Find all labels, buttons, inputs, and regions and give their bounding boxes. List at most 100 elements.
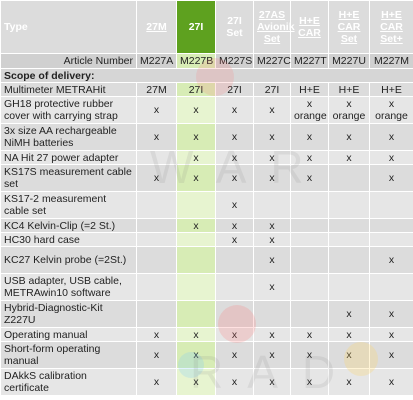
delivery-row: NA Hit 27 power adapter x x x x x x — [0, 150, 413, 165]
delivery-cell: x — [290, 123, 329, 151]
delivery-cell — [136, 273, 177, 301]
delivery-cell: x — [215, 164, 254, 192]
delivery-cell: x — [253, 232, 291, 247]
delivery-cell: x — [253, 273, 291, 301]
delivery-cell — [176, 273, 216, 301]
delivery-cell: x — [215, 341, 254, 369]
delivery-item-label: Short-form operating manual — [0, 341, 137, 369]
article-number-row: Article Number M227A M227B M227S M227C M… — [0, 53, 413, 69]
delivery-cell: x — [290, 368, 329, 396]
delivery-item-label: HC30 hard case — [0, 232, 137, 247]
col-header-m227c[interactable]: 27AS Avionik Set — [253, 0, 295, 54]
delivery-cell: H+E — [290, 82, 329, 97]
delivery-cell — [136, 150, 177, 165]
delivery-row: Multimeter METRAHit 27M 27I 27I 27I H+E H+E H+E — [0, 82, 413, 97]
delivery-row: KC4 Kelvin-Clip (=2 St.) x x x — [0, 218, 413, 233]
delivery-cell — [136, 218, 177, 233]
delivery-cell: x — [369, 123, 413, 151]
delivery-item-label: 3x size AA rechargeable NiMH batteries — [0, 123, 137, 151]
delivery-cell — [290, 232, 329, 247]
delivery-cell — [136, 191, 177, 219]
col-link-27m[interactable]: 27M — [146, 21, 167, 33]
delivery-row: USB adapter, USB cable, METRAwin10 softw… — [0, 273, 413, 301]
delivery-cell: x — [328, 300, 370, 328]
col-link-he-car-set[interactable]: H+E CAR Set — [337, 9, 361, 45]
delivery-cell: x orange — [290, 96, 329, 124]
delivery-cell: x — [328, 341, 370, 369]
delivery-cell: x orange — [328, 96, 370, 124]
delivery-cell: x — [215, 123, 254, 151]
delivery-cell — [176, 232, 216, 247]
delivery-cell: x — [136, 96, 177, 124]
delivery-cell: x — [215, 232, 254, 247]
col-link-he-car[interactable]: H+E CAR — [298, 15, 321, 39]
delivery-cell — [328, 273, 370, 301]
delivery-cell: 27I — [253, 82, 291, 97]
delivery-cell: x — [176, 123, 216, 151]
delivery-cell — [290, 300, 329, 328]
delivery-cell: x — [215, 218, 254, 233]
delivery-cell: x — [136, 368, 177, 396]
delivery-cell — [369, 273, 413, 301]
delivery-row: DAkkS calibration certificate x x x x x x x — [0, 368, 413, 396]
delivery-row: KC27 Kelvin probe (=2St.) x x — [0, 246, 413, 274]
delivery-cell — [215, 246, 254, 274]
delivery-item-label: KC27 Kelvin probe (=2St.) — [0, 246, 137, 274]
delivery-cell — [176, 246, 216, 274]
delivery-cell — [369, 232, 413, 247]
delivery-cell: x — [369, 327, 413, 342]
delivery-item-label: Operating manual — [0, 327, 137, 342]
delivery-cell — [290, 218, 329, 233]
delivery-cell: x — [290, 341, 329, 369]
delivery-cell: x — [176, 368, 216, 396]
article-number-label: Article Number — [0, 53, 137, 69]
delivery-cell: x — [369, 368, 413, 396]
col-link-27as-avionik-set[interactable]: 27AS Avionik Set — [257, 9, 295, 45]
col-header-m227u[interactable]: H+E CAR Set — [328, 0, 370, 54]
delivery-cell: x — [253, 327, 291, 342]
delivery-item-label: GH18 protective rubber cover with carryi… — [0, 96, 137, 124]
delivery-cell — [253, 191, 291, 219]
delivery-item-label: KS17S measurement cable set — [0, 164, 137, 192]
delivery-item-label: Multimeter METRAHit — [0, 82, 137, 97]
delivery-cell — [369, 191, 413, 219]
article-number-cell: M227C — [253, 53, 291, 69]
col-header-m227t[interactable]: H+E CAR — [290, 0, 329, 54]
article-number-cell: M227M — [369, 53, 413, 69]
article-number-cell: M227S — [215, 53, 254, 69]
delivery-row: Short-form operating manual x x x x x x x — [0, 341, 413, 369]
delivery-cell: x — [253, 218, 291, 233]
delivery-cell — [328, 246, 370, 274]
delivery-cell — [176, 191, 216, 219]
delivery-cell — [136, 300, 177, 328]
delivery-cell: x — [253, 150, 291, 165]
delivery-cell: x — [328, 150, 370, 165]
delivery-cell: x — [136, 341, 177, 369]
delivery-item-label: NA Hit 27 power adapter — [0, 150, 137, 165]
col-header-m227m[interactable]: H+E CAR Set+ — [369, 0, 413, 54]
delivery-cell: x — [369, 300, 413, 328]
delivery-cell — [290, 246, 329, 274]
delivery-cell: x — [328, 123, 370, 151]
delivery-cell — [136, 246, 177, 274]
delivery-cell: x — [369, 341, 413, 369]
delivery-cell — [215, 273, 254, 301]
delivery-cell — [328, 191, 370, 219]
delivery-row: HC30 hard case x x — [0, 232, 413, 247]
delivery-cell: x — [176, 218, 216, 233]
delivery-cell: x — [369, 246, 413, 274]
delivery-cell: x — [176, 164, 216, 192]
delivery-cell: 27I — [215, 82, 254, 97]
delivery-cell: x — [290, 150, 329, 165]
delivery-cell: x — [136, 327, 177, 342]
col-link-he-car-set-plus[interactable]: H+E CAR Set+ — [380, 9, 403, 45]
delivery-cell: x — [328, 327, 370, 342]
delivery-cell: x — [253, 123, 291, 151]
article-number-cell: M227U — [328, 53, 370, 69]
delivery-cell: x — [176, 341, 216, 369]
delivery-row: GH18 protective rubber cover with carryi… — [0, 96, 413, 124]
col-header-m227a[interactable]: 27M — [136, 0, 177, 54]
delivery-cell: x — [290, 164, 329, 192]
delivery-cell: x — [253, 341, 291, 369]
article-number-cell: M227B — [176, 53, 216, 69]
